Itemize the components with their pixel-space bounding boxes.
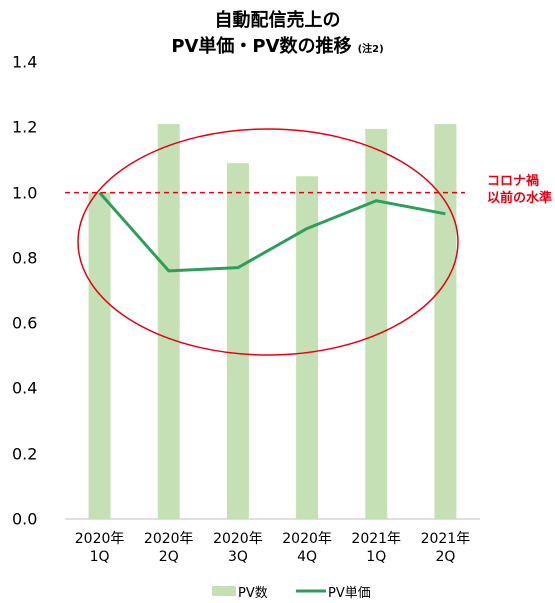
title-note: (注2) — [357, 44, 384, 55]
x-tick-label: 2021年 2Q — [420, 531, 471, 565]
legend-label: PV数 — [238, 586, 268, 601]
line — [98, 191, 446, 273]
bar — [434, 124, 457, 520]
bar — [226, 163, 249, 519]
bar — [365, 128, 388, 520]
x-tick-label: 2020年 1Q — [74, 531, 125, 565]
chart-title-block: 自動配信売上の PV単価・PV数の推移 (注2) — [0, 8, 555, 63]
highlight-ellipse — [77, 128, 459, 356]
bar — [296, 176, 319, 519]
legend-label: PV単価 — [328, 586, 371, 601]
annotation: コロナ禍 以前の水準 — [487, 173, 553, 206]
y-tick-label: 0.2 — [12, 444, 38, 464]
chart-title: 自動配信売上の PV単価・PV数の推移 — [171, 10, 352, 57]
x-tick-label: 2020年 4Q — [282, 531, 332, 565]
x-tick-label: 2020年 3Q — [213, 531, 263, 565]
y-tick-label: 1.2 — [12, 117, 38, 137]
x-tick-label: 2021年 1Q — [351, 531, 402, 565]
bar — [88, 192, 111, 520]
y-tick-label: 0.8 — [12, 248, 38, 268]
x-tick-label: 2020年 2Q — [143, 531, 194, 565]
y-tick-label: 1.0 — [12, 183, 38, 203]
y-tick-label: 1.4 — [12, 52, 38, 72]
legend-swatch — [212, 586, 236, 596]
y-tick-label: 0.0 — [12, 509, 38, 529]
y-tick-label: 0.6 — [12, 313, 38, 333]
bar — [157, 124, 180, 520]
y-tick-label: 0.4 — [12, 378, 38, 398]
